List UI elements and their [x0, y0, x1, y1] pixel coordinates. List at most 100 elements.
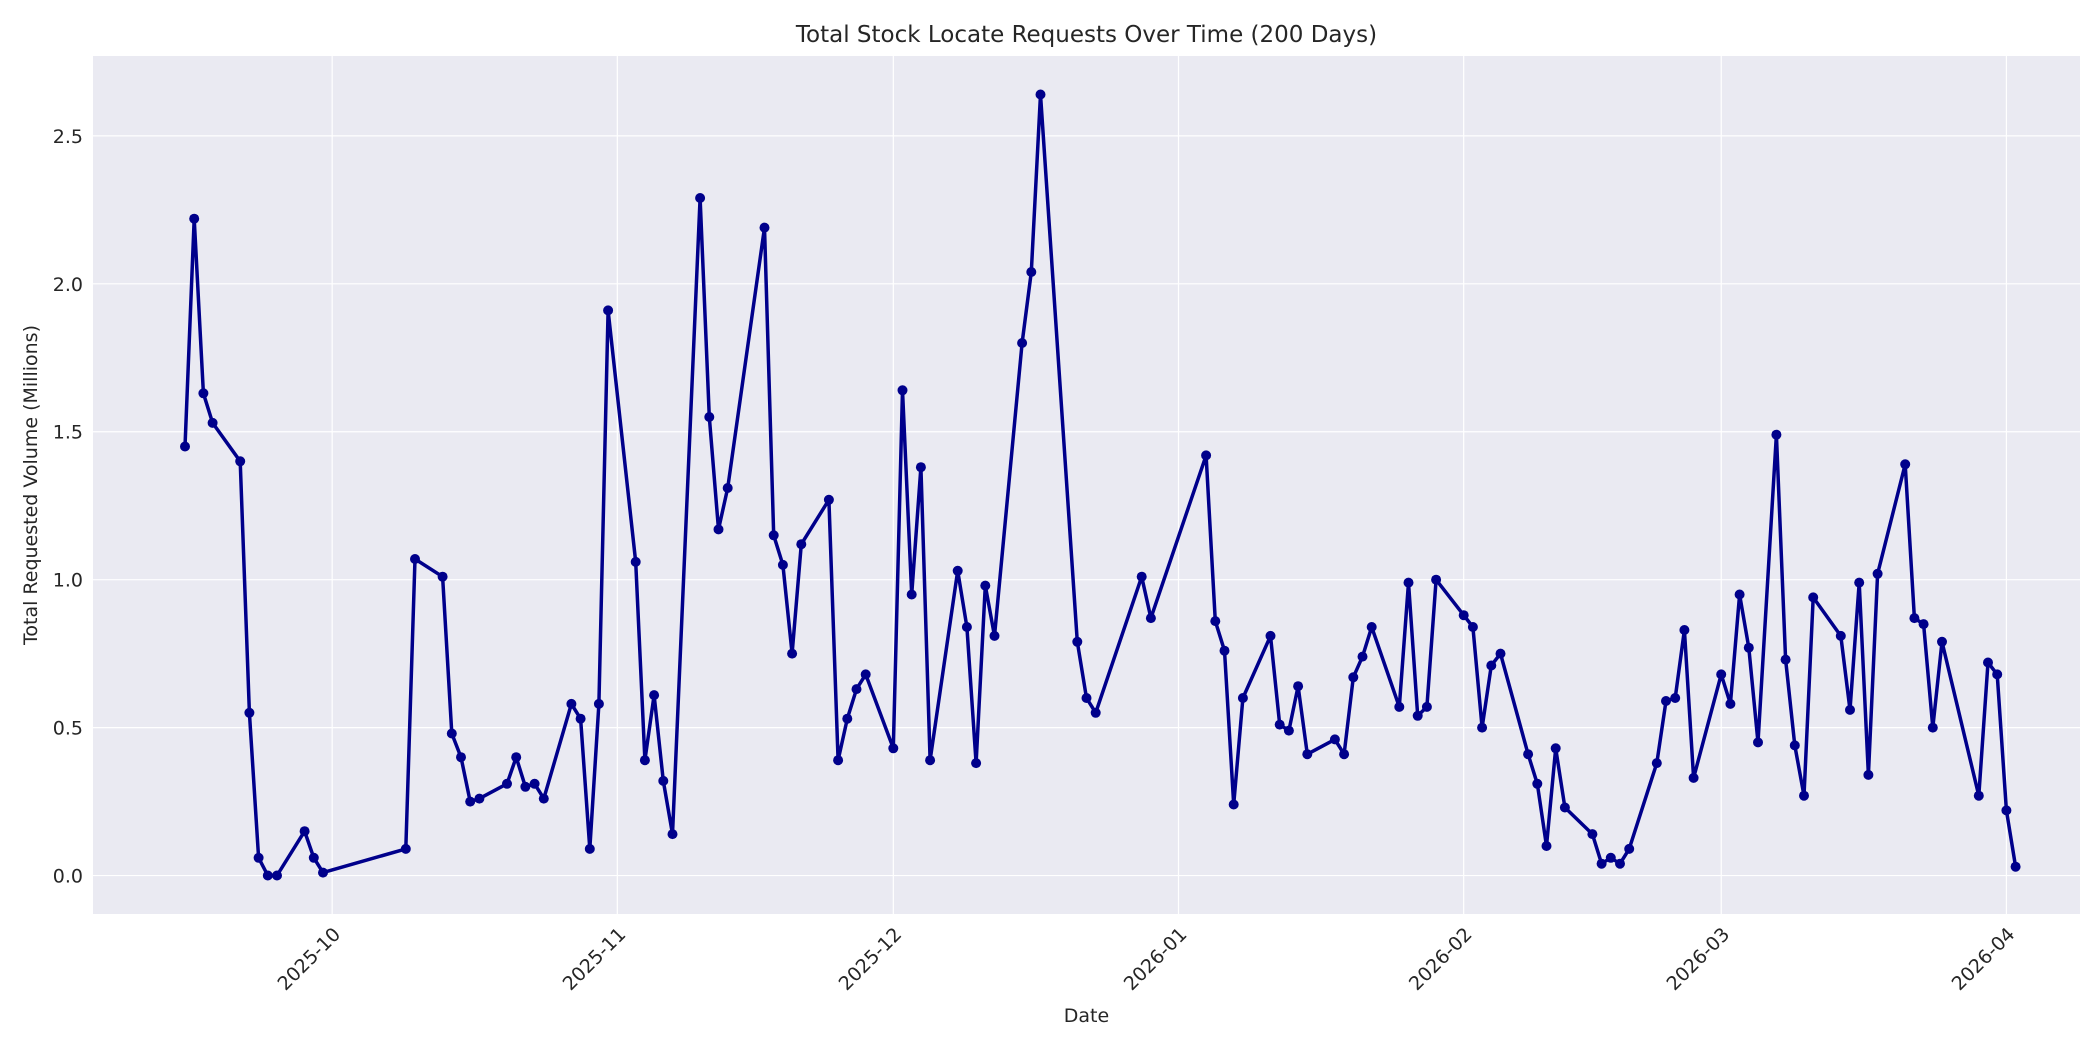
- data-point: [520, 781, 531, 792]
- plot-area: [93, 56, 2080, 914]
- data-point: [1835, 630, 1846, 641]
- data-point: [1145, 613, 1156, 624]
- data-point: [1559, 802, 1570, 813]
- data-point: [1017, 338, 1028, 348]
- y-tick-label: 2.0: [53, 274, 83, 296]
- data-point: [272, 870, 282, 881]
- data-point: [400, 843, 411, 854]
- data-point: [777, 559, 788, 570]
- data-point: [584, 843, 595, 854]
- x-tick-label: 2025-11: [559, 923, 631, 995]
- data-point: [1550, 743, 1561, 754]
- data-point: [1394, 701, 1405, 712]
- data-point: [235, 456, 246, 467]
- x-tick-label: 2025-10: [273, 923, 345, 995]
- data-point: [897, 385, 908, 396]
- data-point: [1274, 719, 1285, 730]
- data-point: [1605, 852, 1616, 863]
- data-point: [952, 565, 963, 576]
- data-point: [180, 441, 190, 452]
- data-point: [575, 713, 586, 724]
- data-point: [1283, 725, 1294, 736]
- data-point: [318, 867, 328, 878]
- data-point: [1909, 613, 1920, 624]
- data-point: [1136, 571, 1147, 582]
- data-point: [833, 755, 844, 766]
- y-axis-label: Total Requested Volume (Millions): [20, 325, 42, 646]
- data-point: [796, 539, 807, 550]
- data-point: [1872, 568, 1883, 579]
- data-point: [1992, 669, 2003, 680]
- data-point: [437, 571, 448, 582]
- data-point: [888, 743, 899, 754]
- data-point: [1237, 693, 1248, 703]
- data-point: [2001, 805, 2012, 816]
- data-point: [1624, 843, 1635, 854]
- data-point: [915, 462, 926, 473]
- data-point: [1688, 772, 1699, 783]
- data-point: [1329, 734, 1340, 745]
- data-point: [639, 755, 650, 766]
- x-tick-label: 2026-02: [1405, 923, 1477, 995]
- data-point: [1900, 459, 1911, 470]
- data-point: [1937, 636, 1947, 647]
- data-point: [1661, 696, 1671, 706]
- data-point: [198, 388, 209, 399]
- grid-lines: [93, 56, 2080, 914]
- data-point: [502, 778, 512, 789]
- x-tick-label: 2026-04: [1948, 923, 2020, 995]
- data-point: [1771, 429, 1782, 440]
- data-point: [1026, 267, 1037, 277]
- data-point: [1789, 740, 1800, 751]
- data-point: [1486, 660, 1497, 671]
- data-point: [1734, 589, 1745, 600]
- y-tick-label: 1.5: [53, 422, 83, 444]
- data-point: [961, 622, 972, 632]
- data-point: [538, 793, 549, 804]
- data-point: [308, 852, 319, 863]
- data-point: [823, 494, 834, 505]
- y-axis-ticks: 0.0 0.5 1.0 1.5 2.0 2.5: [53, 126, 83, 888]
- data-point: [1348, 672, 1359, 683]
- data-point: [1265, 630, 1276, 641]
- data-point: [1357, 651, 1368, 662]
- x-tick-label: 2026-03: [1662, 923, 1734, 995]
- x-axis-ticks: 2025-10 2025-11 2025-12 2026-01 2026-02 2026-…: [273, 923, 2019, 995]
- data-point: [2010, 861, 2021, 872]
- data-point: [529, 778, 540, 789]
- data-point: [1651, 758, 1662, 769]
- data-point: [207, 417, 218, 428]
- data-point: [1725, 698, 1736, 709]
- data-point: [722, 483, 733, 493]
- data-point: [1670, 693, 1681, 703]
- data-point: [906, 589, 917, 600]
- data-point: [299, 826, 310, 837]
- data-point: [1973, 790, 1984, 801]
- data-point: [410, 554, 420, 564]
- data-point: [1467, 622, 1478, 632]
- data-point: [630, 556, 641, 567]
- data-point: [1403, 577, 1414, 588]
- data-point: [593, 698, 604, 709]
- data-point: [1596, 858, 1607, 869]
- data-point: [842, 713, 853, 724]
- x-tick-label: 2026-01: [1120, 923, 1192, 995]
- data-point: [851, 684, 862, 695]
- data-point: [667, 829, 678, 840]
- data-point: [713, 524, 724, 535]
- data-point: [1302, 749, 1313, 760]
- series-layer: [180, 89, 2021, 881]
- data-point: [1201, 450, 1212, 461]
- data-point: [1477, 722, 1488, 733]
- x-axis-label: Date: [1064, 1005, 1109, 1027]
- data-point: [1918, 619, 1929, 630]
- data-point: [1780, 654, 1791, 665]
- y-tick-label: 0.0: [53, 866, 83, 888]
- data-point: [658, 775, 669, 786]
- data-point: [511, 752, 522, 763]
- data-point: [1228, 799, 1239, 810]
- data-point: [1293, 681, 1304, 692]
- data-point: [1854, 577, 1865, 588]
- data-point: [1799, 790, 1809, 801]
